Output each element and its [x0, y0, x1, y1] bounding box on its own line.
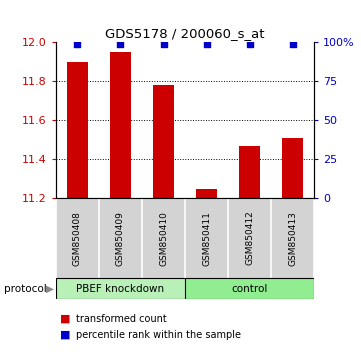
Bar: [67, 62, 88, 198]
Point: [290, 41, 295, 47]
Bar: [110, 52, 131, 198]
Text: transformed count: transformed count: [76, 314, 166, 324]
Text: ▶: ▶: [45, 284, 53, 293]
Title: GDS5178 / 200060_s_at: GDS5178 / 200060_s_at: [105, 27, 265, 40]
Bar: [196, 189, 217, 198]
Text: GSM850411: GSM850411: [202, 211, 211, 266]
Text: PBEF knockdown: PBEF knockdown: [77, 284, 165, 293]
Text: ■: ■: [60, 330, 70, 339]
Text: GSM850412: GSM850412: [245, 211, 254, 266]
Text: GSM850409: GSM850409: [116, 211, 125, 266]
Text: GSM850408: GSM850408: [73, 211, 82, 266]
Text: GSM850413: GSM850413: [288, 211, 297, 266]
Point: [75, 41, 81, 47]
Bar: [282, 138, 303, 198]
Point: [161, 41, 166, 47]
Point: [247, 41, 252, 47]
Text: protocol: protocol: [4, 284, 46, 293]
Text: GSM850410: GSM850410: [159, 211, 168, 266]
Bar: [153, 85, 174, 198]
Point: [118, 41, 123, 47]
Text: percentile rank within the sample: percentile rank within the sample: [76, 330, 241, 339]
Point: [204, 41, 209, 47]
Bar: [56, 278, 185, 299]
Text: ■: ■: [60, 314, 70, 324]
Bar: [185, 278, 314, 299]
Text: control: control: [231, 284, 268, 293]
Bar: [239, 146, 260, 198]
